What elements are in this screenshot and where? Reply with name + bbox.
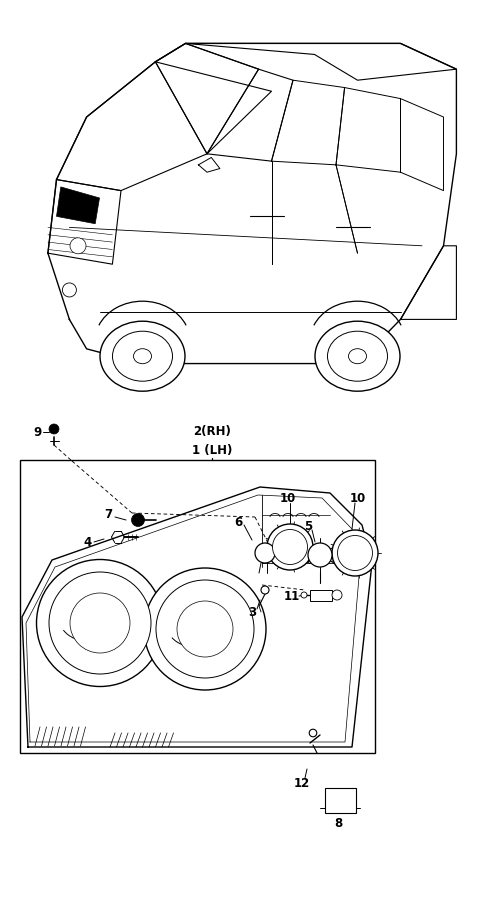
Text: 6: 6	[234, 517, 242, 529]
Circle shape	[267, 524, 313, 570]
Ellipse shape	[327, 331, 387, 381]
Circle shape	[49, 572, 151, 674]
Circle shape	[70, 238, 86, 253]
Circle shape	[156, 580, 254, 678]
Circle shape	[177, 601, 233, 657]
Text: 10: 10	[350, 491, 366, 504]
Ellipse shape	[348, 348, 367, 364]
Circle shape	[332, 590, 342, 600]
Circle shape	[337, 536, 372, 570]
Text: 11: 11	[284, 590, 300, 604]
Circle shape	[49, 424, 59, 434]
Text: 10: 10	[280, 491, 296, 504]
Circle shape	[309, 729, 317, 737]
Circle shape	[255, 543, 275, 563]
Circle shape	[62, 283, 76, 297]
Circle shape	[332, 530, 378, 576]
Text: 7: 7	[104, 509, 112, 521]
Text: 1 (LH): 1 (LH)	[192, 443, 232, 456]
Text: 3: 3	[248, 605, 256, 618]
Circle shape	[273, 529, 308, 565]
Circle shape	[70, 593, 130, 653]
Circle shape	[261, 586, 269, 594]
Text: 9: 9	[33, 425, 41, 439]
Text: 2(RH): 2(RH)	[193, 425, 231, 439]
Text: 12: 12	[294, 776, 310, 789]
Ellipse shape	[315, 321, 400, 391]
Ellipse shape	[100, 321, 185, 391]
Circle shape	[144, 568, 266, 690]
Bar	[20, 460, 375, 753]
Circle shape	[36, 559, 164, 687]
Bar	[324, 788, 356, 813]
Text: 4: 4	[84, 536, 92, 548]
Circle shape	[132, 513, 144, 527]
Ellipse shape	[133, 348, 152, 364]
Ellipse shape	[112, 331, 172, 381]
Circle shape	[308, 543, 332, 567]
Bar	[310, 589, 332, 601]
Text: 8: 8	[334, 816, 342, 830]
Polygon shape	[57, 187, 99, 224]
Circle shape	[301, 592, 307, 598]
Text: 5: 5	[304, 519, 312, 532]
